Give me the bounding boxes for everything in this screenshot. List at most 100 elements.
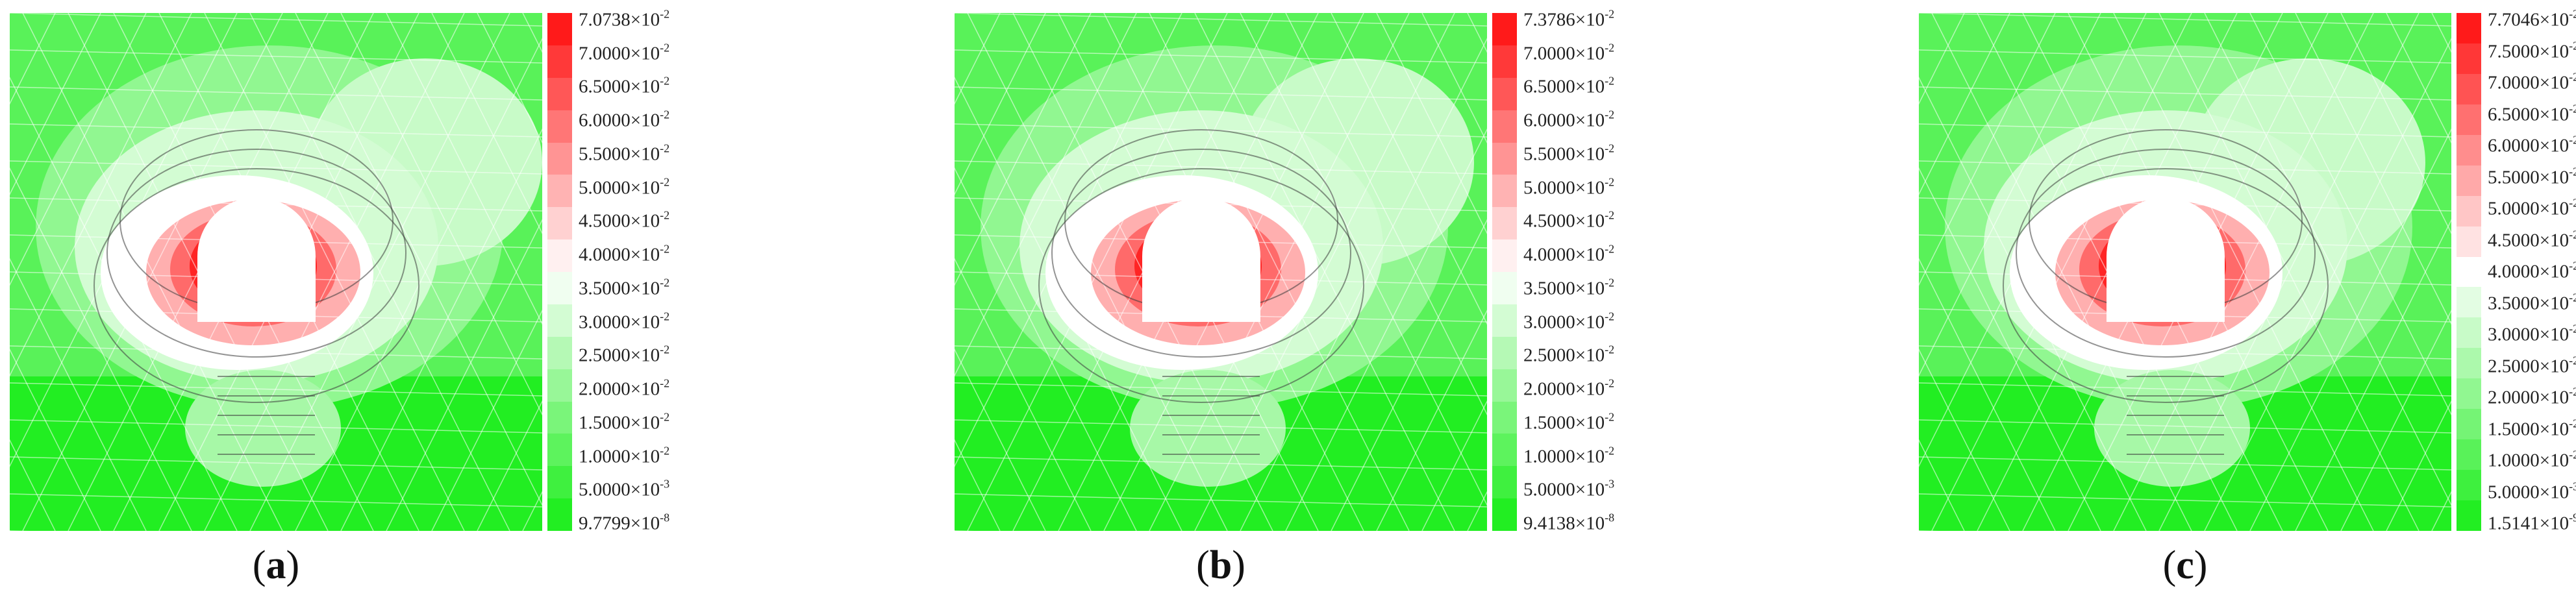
colorbar-tick-label: 5.0000×10-3: [2488, 480, 2576, 502]
colorbar-tick-label: 6.5000×10-2: [2488, 102, 2576, 125]
colorbar-tick-label: 3.5000×10-2: [2488, 291, 2576, 313]
colorbar-swatch: [1492, 304, 1517, 337]
mesh-line: [2340, 310, 2451, 531]
colorbar-tick-label: 1.5141×10-9: [2488, 511, 2576, 534]
mesh-line: [10, 13, 192, 377]
colorbar-tick-label: 2.5000×10-2: [2488, 354, 2576, 376]
colorbar-swatch: [2457, 13, 2481, 43]
colorbar-swatch: [547, 175, 572, 208]
colorbar-tick-label: 7.3786×10-2: [1523, 7, 1615, 31]
mesh-dark-line: [94, 168, 419, 403]
mesh-line: [10, 13, 147, 286]
colorbar-tick-label: 2.0000×10-2: [1523, 376, 1615, 400]
contour-lower-lobe: [185, 370, 341, 487]
mesh-lines: [955, 13, 1487, 531]
mesh-line: [955, 13, 1487, 27]
mesh-line: [955, 493, 1487, 508]
mesh-line: [1919, 493, 2451, 508]
mesh-line: [10, 13, 542, 27]
contour-plot: [955, 13, 1487, 531]
mesh-line: [1919, 86, 2451, 101]
colorbar-labels: 7.7046×10-2 7.5000×10-2 7.0000×10-2 6.5000×…: [2488, 7, 2576, 534]
mesh-line: [1331, 219, 1487, 531]
colorbar-swatch: [2457, 470, 2481, 500]
colorbar-swatch: [547, 466, 572, 499]
contour-lower-lobe: [2094, 370, 2250, 487]
contour-svg: [1919, 13, 2451, 531]
colorbar-swatch: [2457, 500, 2481, 531]
colorbar-swatch: [1492, 207, 1517, 240]
colorbar: [2457, 13, 2481, 531]
colorbar-swatch: [547, 336, 572, 369]
colorbar-tick-label: 3.0000×10-2: [579, 310, 670, 333]
mesh-dark-line: [2016, 149, 2316, 358]
colorbar: [547, 13, 572, 531]
mesh-line: [1919, 439, 1965, 531]
mesh-line: [431, 13, 542, 234]
colorbar-tick-label: 7.5000×10-2: [2488, 39, 2576, 62]
colorbar-tick-label: 5.0000×10-3: [1523, 477, 1615, 500]
colorbar-tick-label: 7.0000×10-2: [2488, 70, 2576, 93]
colorbar-swatch: [1492, 466, 1517, 499]
colorbar-tick-label: 4.0000×10-2: [579, 242, 670, 265]
colorbar-swatch: [2457, 287, 2481, 318]
colorbar-tick-label: 2.0000×10-2: [2488, 385, 2576, 408]
colorbar-tick-label: 1.5000×10-2: [579, 410, 670, 434]
colorbar-tick-label: 9.7799×10-8: [579, 511, 670, 534]
colorbar-tick-label: 3.5000×10-2: [579, 276, 670, 299]
mesh-line: [1931, 13, 2192, 531]
contour-plot: [1919, 13, 2451, 531]
colorbar-tick-label: 7.7046×10-2: [2488, 7, 2576, 31]
mesh-line: [1285, 128, 1487, 531]
colorbar-swatch: [1492, 401, 1517, 434]
mesh-line: [955, 13, 1092, 286]
tunnel-opening: [1142, 197, 1260, 322]
colorbar-tick-label: 1.0000×10-2: [579, 444, 670, 467]
colorbar-tick-label: 4.0000×10-2: [1523, 242, 1615, 265]
mesh-line: [10, 13, 238, 467]
colorbar-swatch: [1492, 142, 1517, 175]
mesh-line: [1919, 13, 2451, 27]
colorbar-tick-label: 4.5000×10-2: [1523, 208, 1615, 232]
mesh-line: [955, 13, 1182, 467]
colorbar-swatch: [547, 207, 572, 240]
colorbar-swatch: [547, 272, 572, 304]
colorbar-tick-label: 5.5000×10-2: [2488, 165, 2576, 188]
mesh-line: [10, 345, 542, 360]
mesh-line: [386, 219, 542, 531]
mesh-line: [967, 13, 1228, 531]
colorbar-swatch: [2457, 104, 2481, 135]
mesh-line: [1919, 345, 2451, 360]
colorbar-tick-label: 5.0000×10-2: [2488, 196, 2576, 219]
mesh-line: [1919, 13, 2056, 286]
colorbar-tick-label: 3.5000×10-2: [1523, 276, 1615, 299]
colorbar-swatch: [547, 239, 572, 272]
mesh-line: [10, 49, 542, 64]
mesh-line: [10, 86, 542, 101]
colorbar-swatch: [2457, 195, 2481, 226]
colorbar-tick-label: 4.5000×10-2: [2488, 228, 2576, 251]
mesh-line: [10, 493, 542, 508]
colorbar-swatch: [547, 369, 572, 402]
mesh-line: [1919, 13, 2147, 467]
panel-b: 7.3786×10-2 7.0000×10-2 6.5000×10-2 6.0000×…: [955, 0, 1669, 612]
colorbar-swatch: [547, 304, 572, 337]
mesh-line: [955, 13, 1046, 195]
colorbar-tick-label: 5.5000×10-2: [1523, 141, 1615, 165]
colorbar-swatch: [1492, 13, 1517, 45]
panel-caption: (c): [2162, 543, 2208, 587]
colorbar-labels: 7.0738×10-2 7.0000×10-2 6.5000×10-2 6.0000×…: [579, 8, 728, 534]
colorbar-swatch: [2457, 226, 2481, 257]
panel-caption: (b): [1196, 543, 1245, 587]
colorbar-swatch: [1492, 239, 1517, 272]
colorbar-swatch: [547, 45, 572, 78]
contour-svg: [10, 13, 542, 531]
colorbar-tick-label: 5.5000×10-2: [579, 141, 670, 165]
mesh-line: [2249, 128, 2451, 531]
colorbar-labels: 7.3786×10-2 7.0000×10-2 6.5000×10-2 6.0000×…: [1523, 7, 1673, 533]
mesh-line: [2386, 13, 2451, 144]
colorbar-tick-label: 6.0000×10-2: [1523, 108, 1615, 131]
colorbar-swatch: [1492, 434, 1517, 467]
colorbar-tick-label: 1.5000×10-2: [2488, 417, 2576, 439]
mesh-line: [477, 400, 542, 531]
